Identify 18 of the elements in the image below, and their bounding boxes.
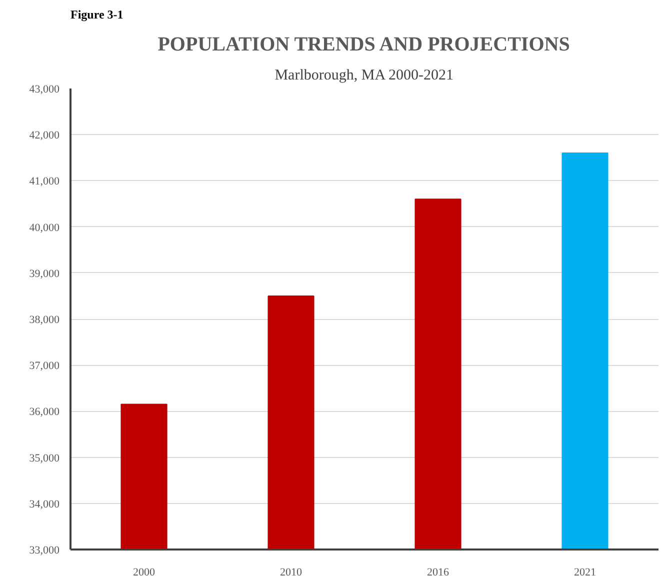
y-tick-label: 35,000 — [29, 452, 60, 464]
caption: Figure 3-1 — [70, 8, 124, 22]
y-tick-label: 33,000 — [29, 544, 60, 556]
y-tick-label: 42,000 — [29, 130, 60, 142]
y-tick-label: 41,000 — [29, 176, 60, 188]
chart-title: POPULATION TRENDS AND PROJECTIONS — [158, 34, 570, 56]
y-tick-label: 34,000 — [29, 498, 60, 510]
x-tick-label: 2016 — [427, 566, 450, 578]
x-tick-label: 2010 — [280, 566, 302, 578]
x-tick-label: 2021 — [574, 566, 596, 578]
y-tick-label: 38,000 — [29, 314, 60, 326]
x-tick-label: 2000 — [133, 566, 156, 578]
y-tick-label: 43,000 — [29, 84, 60, 96]
y-tick-label: 37,000 — [29, 360, 60, 372]
chart-subtitle: Marlborough, MA 2000-2021 — [274, 68, 454, 84]
y-tick-label: 40,000 — [29, 222, 60, 234]
y-tick-label: 39,000 — [29, 268, 60, 280]
y-tick-label: 36,000 — [29, 406, 60, 418]
